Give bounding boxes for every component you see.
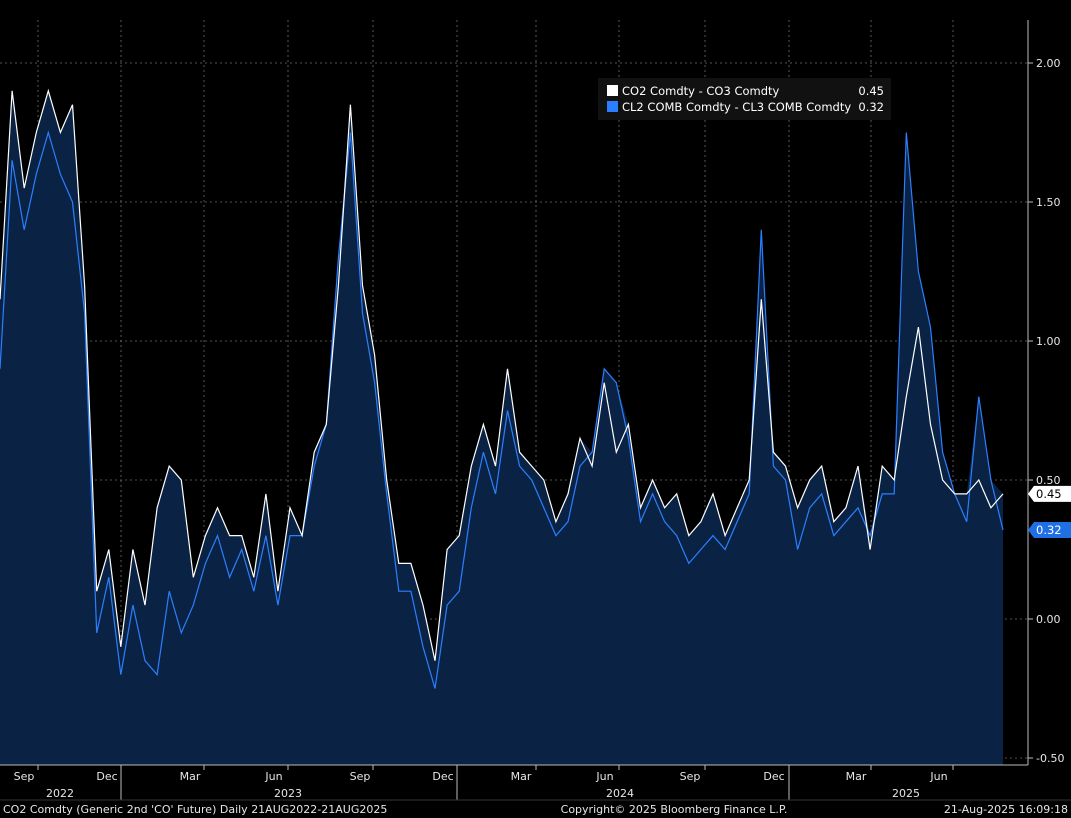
series-line-cl2-cl3: [0, 130, 1004, 689]
y-tick-label: 0.00: [1036, 613, 1061, 626]
x-year-label: 2023: [274, 787, 302, 800]
last-label-co: 0.45: [1028, 485, 1071, 502]
x-month-label: Sep: [14, 770, 35, 783]
last-label-co-text: 0.45: [1036, 487, 1062, 501]
area-fill: [0, 90, 1003, 766]
x-month-label: Sep: [350, 770, 371, 783]
x-month-label: Jun: [929, 770, 947, 783]
legend-swatch-co: [607, 85, 618, 96]
x-month-label: Dec: [96, 770, 117, 783]
legend-swatch-cl: [607, 101, 618, 112]
x-month-label: Dec: [432, 770, 453, 783]
series-line-co2-co3: [0, 88, 1004, 661]
x-month-label: Mar: [846, 770, 867, 783]
x-month-label: Jun: [595, 770, 613, 783]
x-year-label: 2022: [46, 787, 74, 800]
last-label-cl-box: [1028, 522, 1071, 539]
x-month-label: Jun: [264, 770, 282, 783]
footer: CO2 Comdty (Generic 2nd 'CO' Future) Dai…: [0, 799, 1071, 816]
last-label-co-box: [1028, 485, 1071, 502]
last-value-labels: 0.45 0.32: [1028, 485, 1071, 539]
last-label-cl: 0.32: [1028, 522, 1071, 539]
legend: CO2 Comdty - CO3 Comdty 0.45 CL2 COMB Co…: [598, 78, 891, 120]
y-tick-label: 2.00: [1036, 57, 1061, 70]
series-lines: [0, 88, 1004, 689]
footer-right: 21-Aug-2025 16:09:18: [944, 803, 1068, 816]
legend-background: [598, 78, 891, 120]
legend-label-cl: CL2 COMB Comdty - CL3 COMB Comdty: [622, 100, 851, 114]
legend-label-co: CO2 Comdty - CO3 Comdty: [622, 84, 780, 98]
legend-value-cl: 0.32: [858, 100, 884, 114]
y-tick-label: 1.50: [1036, 196, 1061, 209]
x-axis: Sep Dec Mar Jun Sep Dec Mar Jun Sep Dec Mar Jun 2022…: [0, 764, 1028, 800]
x-month-label: Dec: [763, 770, 784, 783]
y-axis: 2.00 1.50 1.00 0.50 0.00 -0.50: [1027, 20, 1064, 765]
footer-center: Copyright© 2025 Bloomberg Finance L.P.: [561, 803, 788, 816]
legend-value-co: 0.45: [858, 84, 884, 98]
area-fill-layer: [0, 90, 1003, 766]
y-tick-label: 1.00: [1036, 335, 1061, 348]
x-year-label: 2024: [606, 787, 634, 800]
x-month-label: Mar: [511, 770, 532, 783]
y-tick-label: -0.50: [1036, 752, 1064, 765]
footer-left: CO2 Comdty (Generic 2nd 'CO' Future) Dai…: [3, 803, 387, 816]
x-year-label: 2025: [892, 787, 920, 800]
last-label-cl-text: 0.32: [1036, 523, 1062, 537]
x-month-label: Sep: [680, 770, 701, 783]
y-tick-label: 0.50: [1036, 474, 1061, 487]
x-month-label: Mar: [180, 770, 201, 783]
